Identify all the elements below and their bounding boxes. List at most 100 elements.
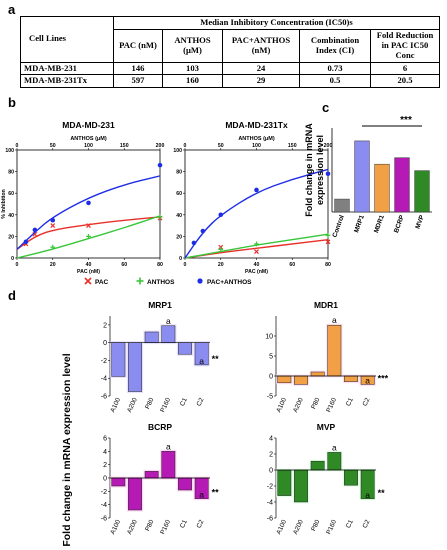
y-tick-label: -2 (101, 358, 107, 365)
bar-c1 (178, 477, 192, 491)
marker-stroke (50, 223, 56, 229)
y-tick-label: 4 (269, 436, 273, 443)
bar-c1 (178, 342, 192, 355)
panel-label-a: a (8, 2, 16, 17)
ic50-table: Cell Lines Median Inhibitory Concentrati… (20, 16, 440, 89)
top-tick-label: 100 (84, 143, 93, 149)
y-label-line: expression level (315, 135, 325, 205)
bar-p80 (310, 371, 325, 377)
y-tick-label: 0 (103, 340, 107, 347)
y-tick-label: -4 (101, 502, 107, 509)
annotation-label: a (365, 490, 370, 500)
bar-p160 (327, 452, 342, 471)
bar-mrp1 (354, 140, 370, 213)
data-point-pac-anthos (23, 239, 29, 245)
data-point-pac-anthos (191, 240, 197, 246)
category-label: A100 (275, 397, 288, 414)
fit-curve-pac (16, 216, 161, 250)
table-row: MDA-MB-231 146 103 24 0.73 6 (20, 61, 440, 76)
bar-a100 (277, 375, 292, 384)
category-label: P80 (144, 397, 155, 411)
chart-title: BCRP (148, 422, 172, 432)
bar-a200 (294, 375, 308, 385)
marker-stroke (86, 223, 91, 229)
x-tick-label: 40 (254, 262, 260, 268)
table-col-header: PAC+ANTHOS (nM) (222, 28, 300, 63)
top-tick-label: 150 (288, 143, 297, 149)
x-tick-label: 60 (289, 262, 295, 268)
panel-label-b: b (8, 95, 16, 110)
category-label: BCRP (393, 214, 406, 234)
bar-a100 (111, 477, 126, 487)
annotation-label: a (166, 316, 171, 326)
category-label: C2 (196, 397, 206, 408)
category-label: C1 (179, 397, 189, 408)
y-tick-label: 10 (265, 334, 273, 341)
bar-control (334, 198, 350, 213)
table-cell: 20.5 (370, 74, 440, 89)
legend-marker-anthos (136, 277, 144, 285)
y-tick-label: 0 (179, 256, 182, 262)
data-point-anthos (86, 234, 91, 239)
table-col-header: Fold Reduction in PAC IC50 Conc (370, 28, 440, 63)
bar-p80 (144, 471, 159, 479)
y-tick-label: -4 (267, 500, 273, 507)
bar-mvp (414, 170, 430, 213)
y-tick-label: 20 (176, 234, 182, 240)
data-point-pac (325, 239, 331, 245)
significance-stars: ** (212, 488, 220, 498)
top-tick-label: 100 (252, 143, 261, 149)
data-point-pac-anthos (32, 227, 38, 233)
y-tick-label: 4 (103, 449, 107, 456)
marker-stroke (254, 249, 259, 254)
category-label: P160 (325, 519, 338, 536)
legend-label: ANTHOS (147, 279, 175, 286)
data-point-pac-anthos (50, 217, 56, 223)
x-tick-label: 40 (86, 262, 92, 268)
chart-title: MDR1 (314, 300, 338, 310)
x-tick-label: 0 (16, 262, 19, 268)
y-tick-label: -4 (101, 376, 107, 383)
data-point-pac-anthos (200, 228, 206, 234)
x-tick-label: 0 (184, 262, 187, 268)
x-tick-label: 20 (218, 262, 224, 268)
bar-p80 (310, 460, 325, 471)
x-tick-label: 60 (121, 262, 127, 268)
y-tick-label: 80 (8, 170, 14, 176)
data-point-pac-anthos (325, 171, 331, 177)
top-axis-label: ANTHOS (μM) (70, 136, 107, 142)
y-tick-label: -6 (101, 516, 107, 523)
category-label: A200 (292, 519, 305, 536)
annotation-label: a (365, 375, 370, 385)
category-label: P160 (159, 397, 172, 414)
category-label: A100 (109, 397, 122, 414)
bar-c1 (344, 375, 358, 382)
y-tick-label: -2 (267, 484, 273, 491)
bar-mdr1 (374, 163, 390, 213)
bar-p160 (161, 451, 176, 479)
category-label: P160 (325, 397, 338, 414)
significance-stars: ** (378, 488, 386, 498)
significance-stars: *** (400, 115, 412, 126)
category-label: C2 (196, 519, 206, 530)
chart-title: MDA-MD-231Tx (225, 120, 288, 130)
y-tick-label: 0 (103, 476, 107, 483)
table-row-label: MDA-MB-231Tx (20, 74, 114, 89)
x-tick-label: 80 (157, 262, 163, 268)
category-label: C2 (362, 519, 372, 530)
data-point-anthos (157, 214, 163, 220)
y-tick-label: 0 (269, 374, 273, 381)
y-tick-label: 2 (103, 322, 107, 329)
y-tick-label: 40 (176, 213, 182, 219)
legend-label: PAC+ANTHOS (207, 279, 252, 286)
data-point-anthos (254, 241, 259, 247)
y-tick-label: 2 (269, 452, 273, 459)
y-tick-label: 80 (176, 170, 182, 176)
data-point-anthos (325, 232, 331, 238)
bar-a100 (277, 469, 292, 496)
category-label: MVP (414, 214, 426, 230)
bar-a200 (128, 342, 142, 392)
chart-title: MRP1 (148, 300, 172, 310)
bar-p160 (327, 324, 342, 377)
category-label: A200 (292, 397, 305, 414)
